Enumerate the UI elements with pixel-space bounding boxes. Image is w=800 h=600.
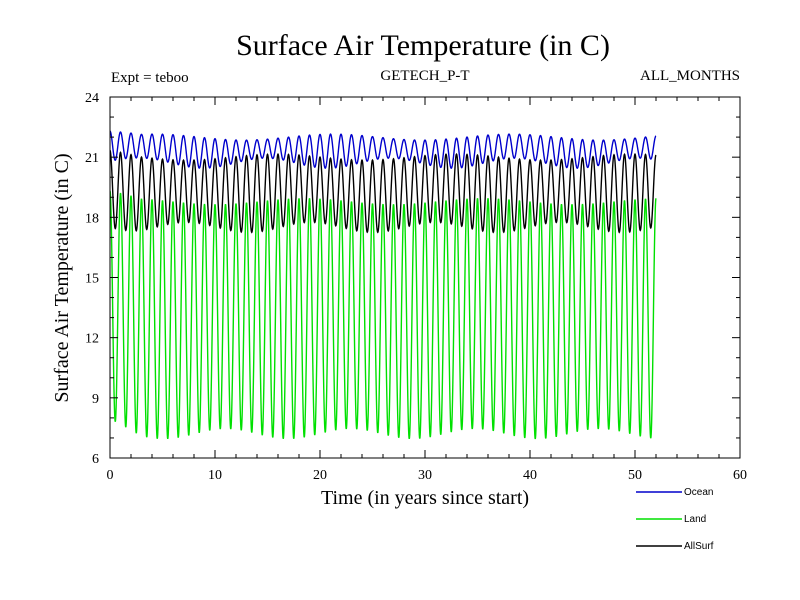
chart-subtitle-expt: Expt = teboo [111, 70, 189, 86]
chart-title: Surface Air Temperature (in C) [236, 29, 610, 62]
y-tick-label: 6 [92, 452, 99, 467]
series-line-ocean [110, 130, 657, 170]
y-tick-label: 9 [92, 392, 99, 407]
x-tick-label: 30 [418, 468, 432, 483]
x-tick-label: 20 [313, 468, 327, 483]
series-line-allsurf [110, 150, 657, 234]
y-tick-label: 15 [85, 272, 99, 287]
x-tick-label: 10 [208, 468, 222, 483]
series-line-land [110, 190, 657, 440]
y-tick-label: 18 [85, 211, 99, 226]
x-tick-label: 0 [107, 468, 114, 483]
series-layer [110, 130, 657, 440]
legend-label-ocean: Ocean [684, 487, 713, 498]
axis-ticks: 0 10 20 30 40 50 60 6 9 12 15 18 21 24 [85, 91, 747, 483]
y-tick-label: 24 [85, 91, 99, 106]
x-tick-label: 60 [733, 468, 747, 483]
legend-label-land: Land [684, 514, 706, 525]
legend-label-allsurf: AllSurf [684, 541, 714, 552]
y-tick-label: 21 [85, 151, 99, 166]
x-axis-label: Time (in years since start) [321, 487, 529, 509]
chart-subtitle-dataset: GETECH_P-T [380, 68, 469, 84]
x-tick-label: 50 [628, 468, 642, 483]
legend: Ocean Land AllSurf [636, 487, 714, 552]
plot-frame [109, 96, 741, 459]
chart-subtitle-months: ALL_MONTHS [640, 68, 740, 84]
y-tick-label: 12 [85, 332, 99, 347]
x-tick-label: 40 [523, 468, 537, 483]
y-axis-label: Surface Air Temperature (in C) [51, 153, 73, 402]
